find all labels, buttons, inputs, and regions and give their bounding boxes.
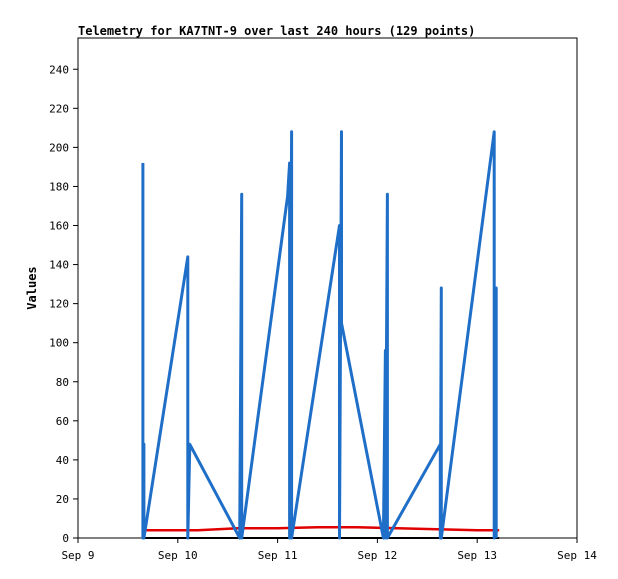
y-tick-label: 180 xyxy=(49,180,69,193)
x-tick-label: Sep 14 xyxy=(557,549,597,562)
x-tick-label: Sep 10 xyxy=(158,549,198,562)
chart-title: Telemetry for KA7TNT-9 over last 240 hou… xyxy=(78,24,475,38)
y-tick-label: 20 xyxy=(56,493,69,506)
y-tick-label: 80 xyxy=(56,376,69,389)
y-tick-label: 220 xyxy=(49,102,69,115)
series-line-1 xyxy=(141,526,500,532)
series-line-2 xyxy=(141,130,498,540)
x-tick-label: Sep 13 xyxy=(457,549,497,562)
x-axis-ticks: Sep 9 Sep 10 Sep 11 Sep 12 Sep 13 Sep 14 xyxy=(61,538,597,562)
y-tick-label: 100 xyxy=(49,337,69,350)
y-tick-label: 40 xyxy=(56,454,69,467)
y-tick-label: 140 xyxy=(49,259,69,272)
series-layer xyxy=(141,130,500,540)
y-axis-ticks: 0 20 40 60 80 100 120 140 160 180 200 220 240 xyxy=(49,63,78,545)
y-tick-label: 60 xyxy=(56,415,69,428)
y-axis-label: Values xyxy=(25,266,39,309)
y-tick-label: 120 xyxy=(49,298,69,311)
y-tick-label: 160 xyxy=(49,220,69,233)
x-tick-label: Sep 9 xyxy=(61,549,94,562)
plot-frame xyxy=(77,37,578,539)
y-tick-label: 0 xyxy=(62,532,69,545)
y-tick-label: 240 xyxy=(49,63,69,76)
x-tick-label: Sep 11 xyxy=(258,549,298,562)
y-tick-label: 200 xyxy=(49,141,69,154)
x-tick-label: Sep 12 xyxy=(358,549,398,562)
